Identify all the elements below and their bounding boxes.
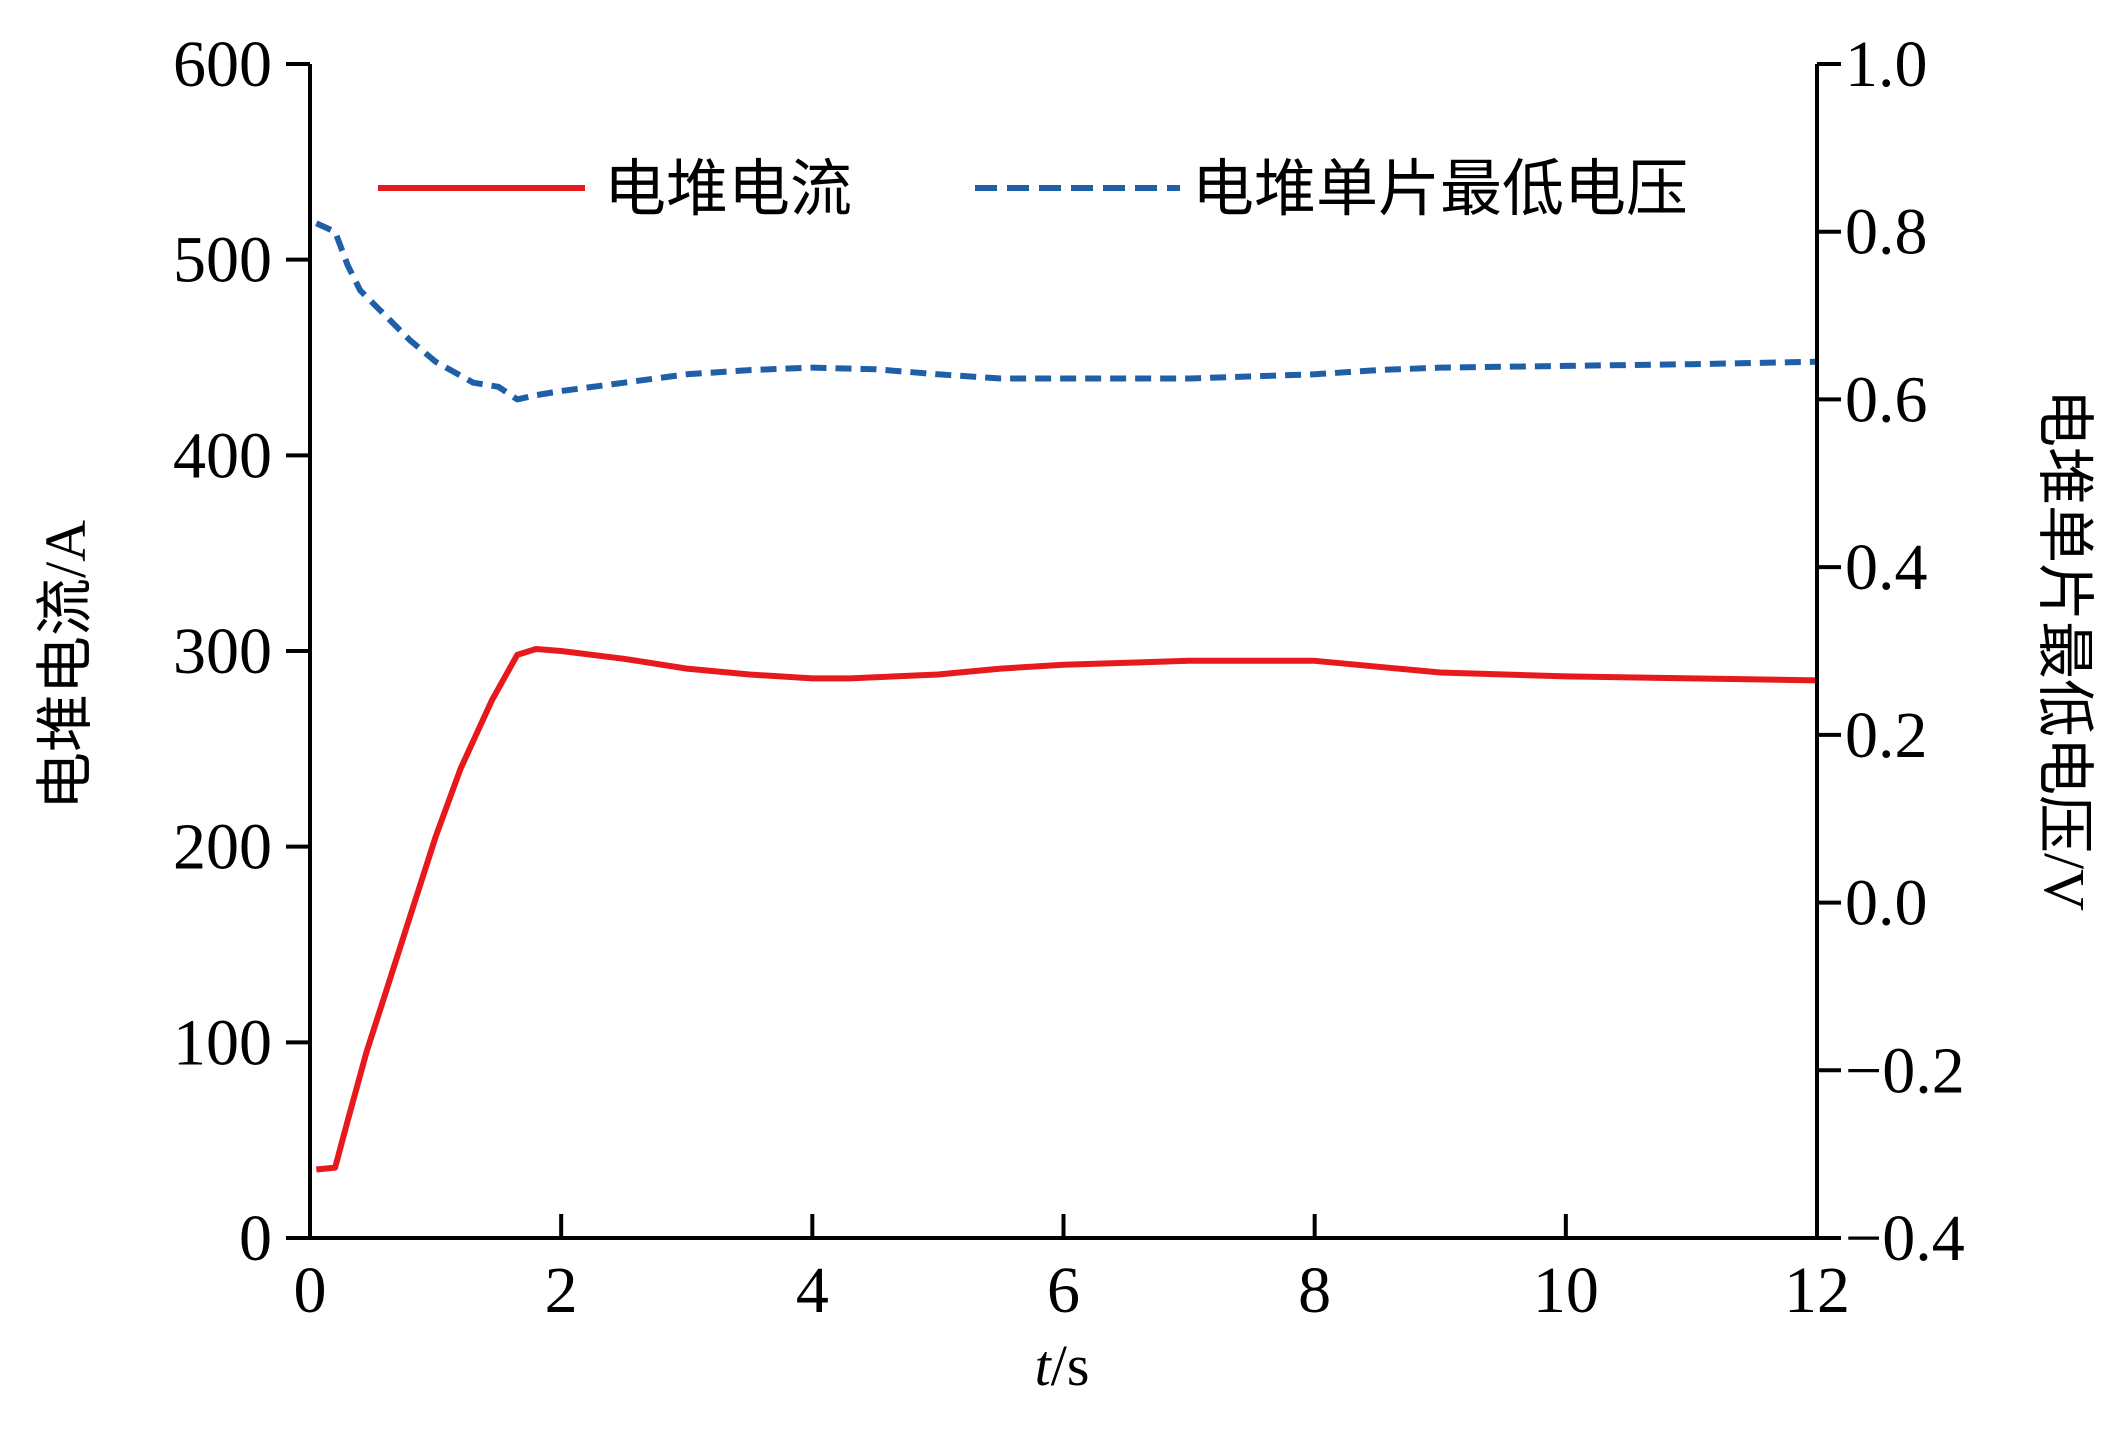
- right-y-tick-label: 0.6: [1845, 363, 1928, 436]
- x-axis-title-unit: /s: [1051, 1333, 1090, 1398]
- series-line-voltage: [315, 220, 1818, 403]
- left-y-tick-label: 600: [173, 28, 272, 101]
- legend-label-current: 电堆电流: [604, 152, 852, 225]
- left-y-tick-label: 300: [173, 615, 272, 688]
- right-y-tick-label: 1.0: [1845, 28, 1928, 101]
- left-y-tick-label: 400: [173, 419, 272, 492]
- x-tick-label: 2: [545, 1254, 578, 1327]
- series-line-current: [315, 646, 1818, 1173]
- right-y-axis-title: 电堆单片最低电压/V: [2032, 389, 2097, 911]
- x-tick-label: 12: [1784, 1254, 1850, 1327]
- x-tick-label: 10: [1533, 1254, 1599, 1327]
- right-y-tick-label: 0.2: [1845, 699, 1928, 772]
- x-tick-label: 6: [1047, 1254, 1080, 1327]
- left-y-tick-label: 200: [173, 811, 272, 884]
- x-tick-label: 8: [1298, 1254, 1331, 1327]
- right-y-tick-label: −0.4: [1845, 1202, 1965, 1275]
- left-y-tick-label: 100: [173, 1006, 272, 1079]
- series-lines: [315, 220, 1818, 1173]
- right-y-tick-label: −0.2: [1845, 1034, 1965, 1107]
- x-tick-label: 4: [796, 1254, 829, 1327]
- x-tick-label: 0: [294, 1254, 327, 1327]
- tick-labels: 0 2 4 6 8 10 12 0 100 200 300 400 500 600 −0.4 −0.2 0.0 0…: [173, 28, 1965, 1327]
- tick-marks: [286, 62, 1841, 1240]
- left-y-tick-label: 0: [239, 1202, 272, 1275]
- legend: 电堆电流 电堆单片最低电压: [378, 152, 1688, 225]
- left-y-tick-label: 500: [173, 224, 272, 297]
- right-y-tick-label: 0.8: [1845, 196, 1928, 269]
- left-y-axis-title: 电堆电流/A: [33, 520, 98, 810]
- x-axis-title-variable: t: [1035, 1333, 1053, 1398]
- x-axis-title: t/s: [1035, 1333, 1090, 1398]
- right-y-tick-label: 0.4: [1845, 531, 1928, 604]
- right-y-tick-label: 0.0: [1845, 867, 1928, 940]
- legend-label-voltage: 电堆单片最低电压: [1192, 152, 1688, 225]
